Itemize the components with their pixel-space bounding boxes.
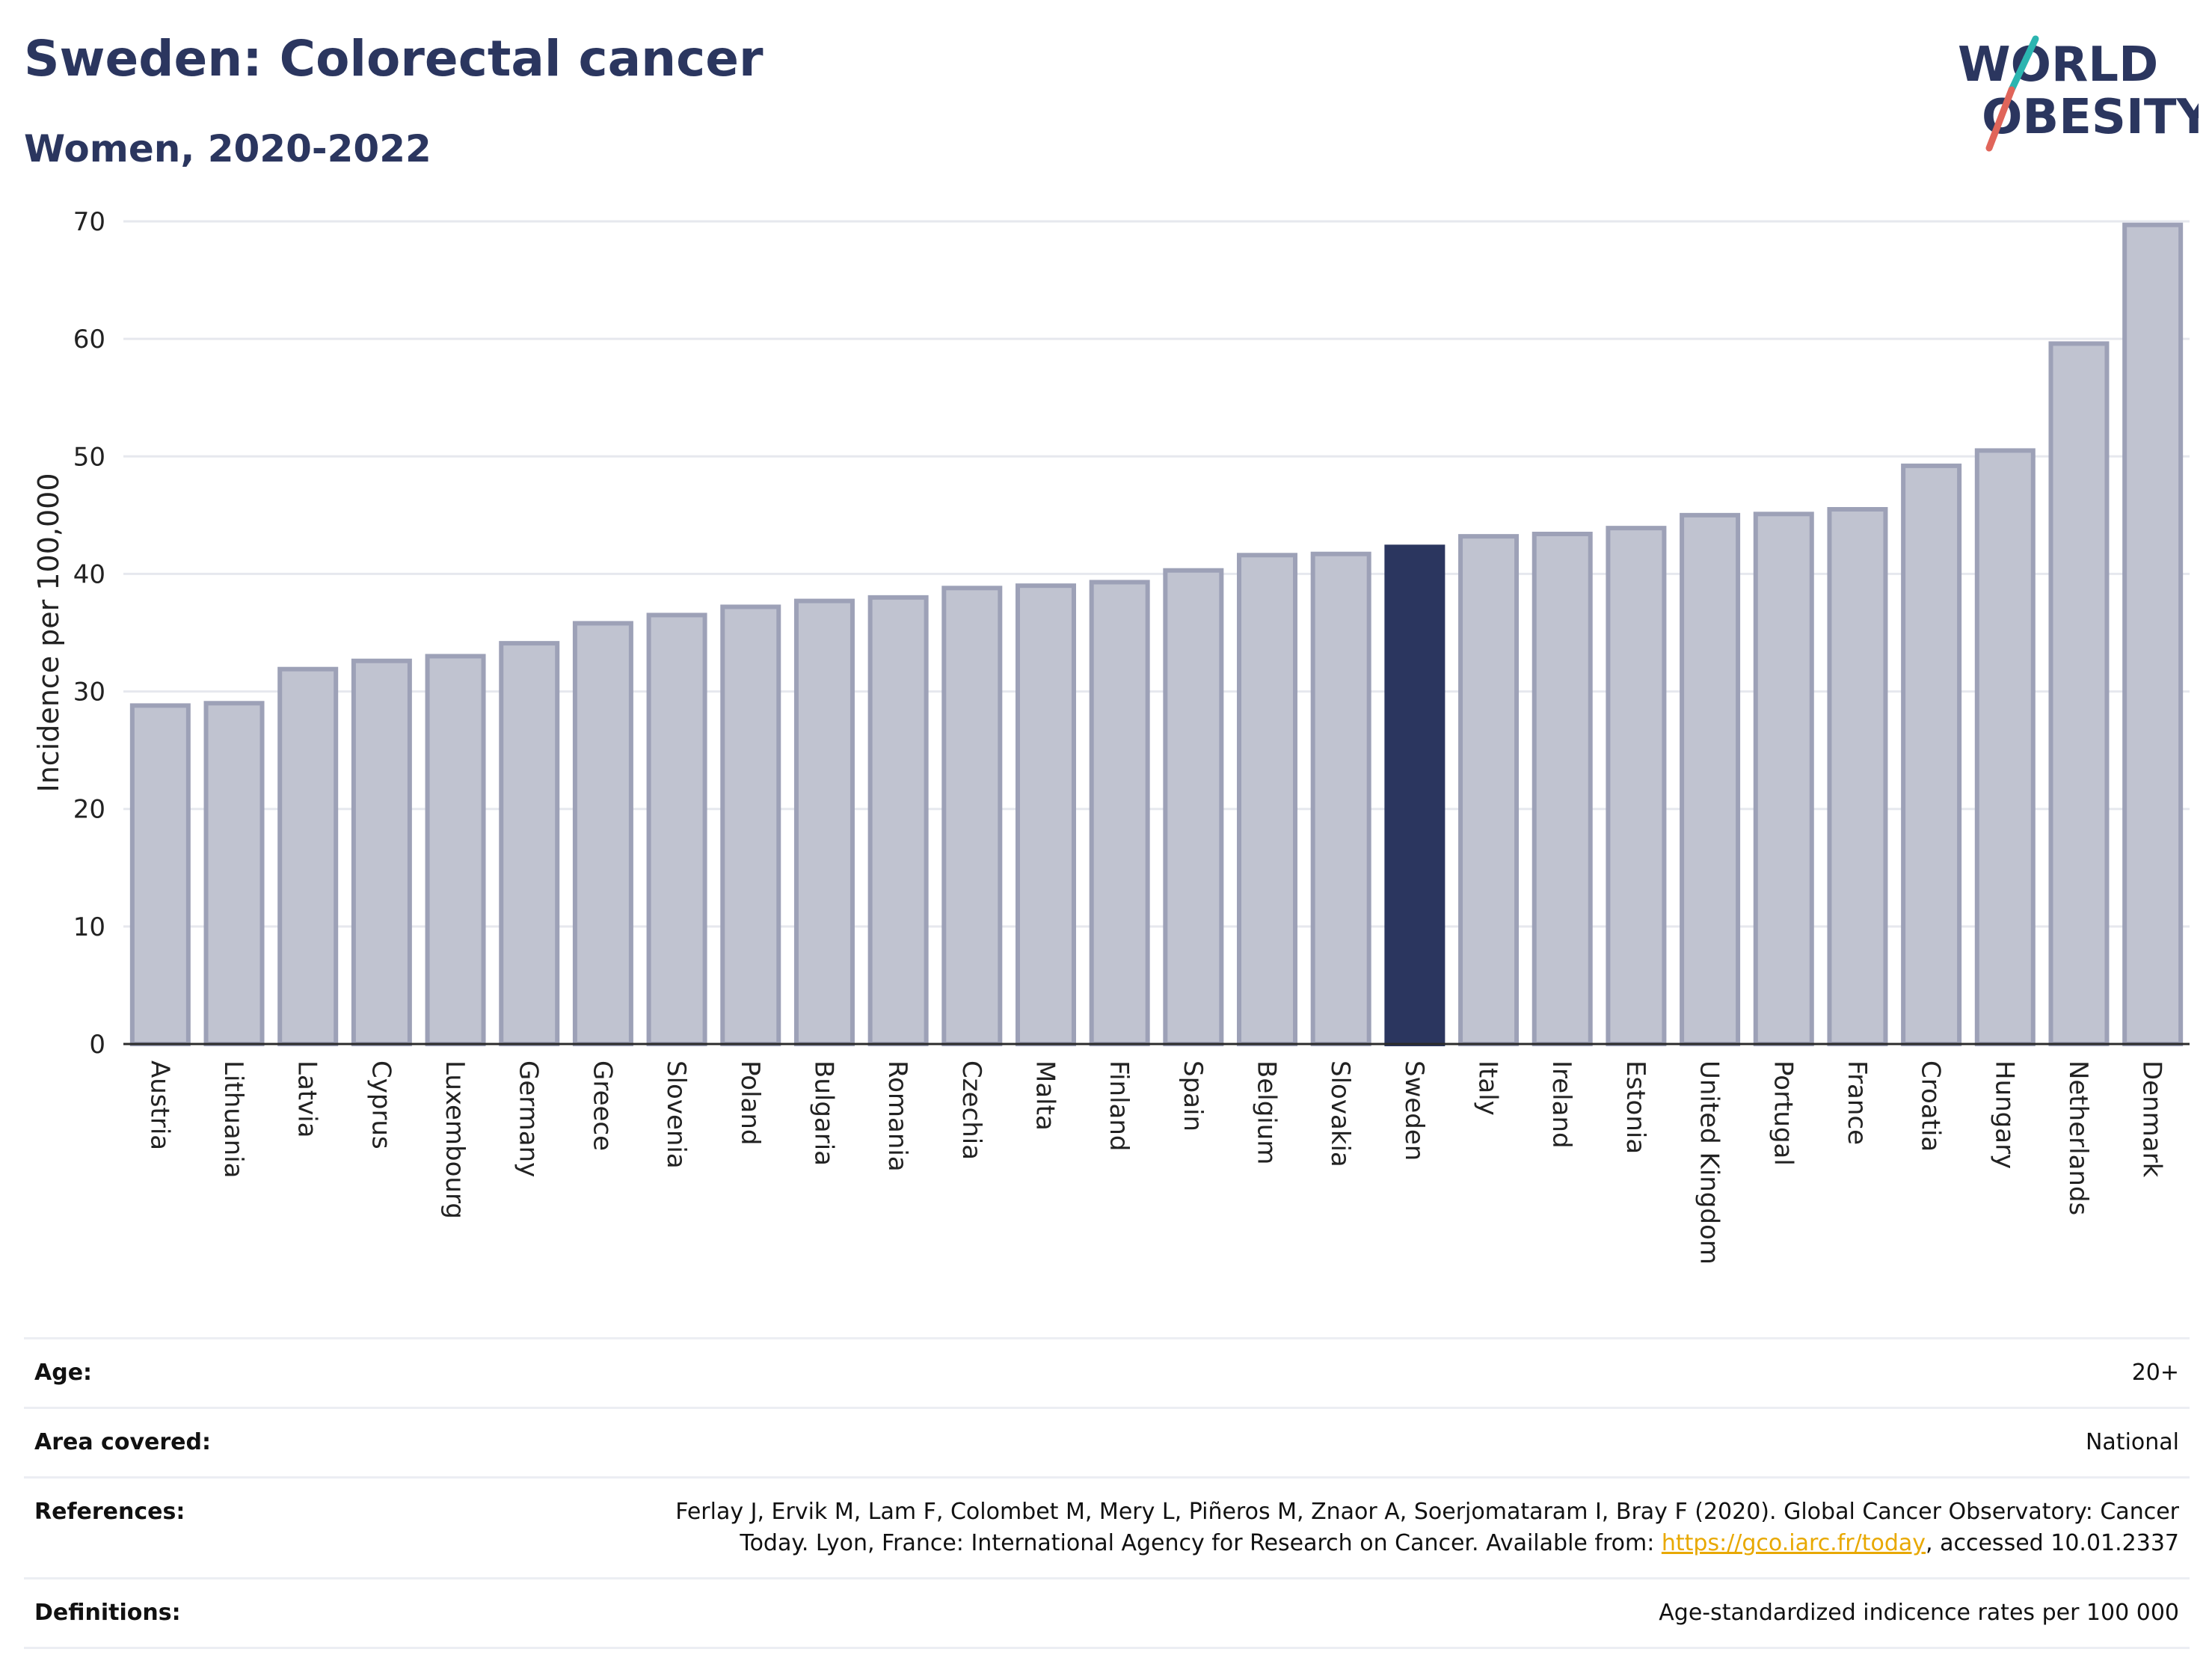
world-obesity-logo: WORLD OBESITY <box>1958 35 2199 152</box>
x-tick-label: Sweden <box>1399 1060 1429 1161</box>
x-tick-label: Romania <box>882 1060 912 1172</box>
logo-line2: OBESITY <box>1982 90 2199 145</box>
references-text: Ferlay J, Ervik M, Lam F, Colombet M, Me… <box>675 1499 2179 1556</box>
x-tick-label: Slovenia <box>661 1060 691 1169</box>
x-tick-label: Slovakia <box>1325 1060 1355 1167</box>
info-row-references: References: Ferlay J, Ervik M, Lam F, Co… <box>24 1476 2190 1577</box>
bar-spain <box>1163 568 1224 1046</box>
x-tick-label: Malta <box>1030 1060 1060 1131</box>
y-tick-label: 50 <box>73 442 105 472</box>
x-tick-label: Netherlands <box>2063 1060 2093 1215</box>
bar-malta <box>1015 583 1076 1046</box>
definitions-value: Age-standardized indicence rates per 100… <box>1659 1600 2179 1626</box>
x-tick-label: Greece <box>587 1060 617 1151</box>
bar-france <box>1827 507 1888 1046</box>
y-axis-label: Incidence per 100,000 <box>32 473 65 792</box>
references-accessed: , accessed 10.01.2337 <box>1926 1530 2179 1556</box>
age-value: 20+ <box>2131 1360 2179 1386</box>
bar-cyprus <box>351 658 412 1046</box>
bar-estonia <box>1606 526 1667 1046</box>
x-tick-label: Austria <box>144 1060 174 1150</box>
x-tick-label: Latvia <box>292 1060 322 1138</box>
x-tick-label: Lithuania <box>218 1060 248 1178</box>
bar-germany <box>499 641 560 1046</box>
x-tick-label: Hungary <box>1989 1060 2019 1169</box>
bar-slovenia <box>646 612 707 1046</box>
y-tick-label: 60 <box>73 325 105 354</box>
bar-denmark <box>2122 222 2184 1047</box>
area-value: National <box>2085 1429 2179 1455</box>
bar-belgium <box>1237 553 1298 1046</box>
bar-poland <box>720 604 781 1046</box>
bar-portugal <box>1753 512 1814 1046</box>
area-label: Area covered: <box>34 1429 211 1455</box>
x-tick-label: Estonia <box>1620 1060 1650 1154</box>
bar-sweden <box>1384 544 1446 1046</box>
bar-italy <box>1458 534 1520 1046</box>
x-tick-label: Germany <box>514 1060 544 1177</box>
bar-austria <box>129 703 191 1047</box>
y-tick-label: 0 <box>89 1030 105 1060</box>
references-value: Ferlay J, Ervik M, Lam F, Colombet M, Me… <box>609 1496 2179 1559</box>
x-tick-label: Italy <box>1473 1060 1503 1116</box>
info-row-definitions: Definitions: Age-standardized indicence … <box>24 1577 2190 1649</box>
bar-ireland <box>1531 532 1593 1046</box>
bar-czechia <box>941 586 1003 1046</box>
chart-title: Sweden: Colorectal cancer <box>24 30 764 87</box>
x-tick-label: France <box>1842 1060 1872 1145</box>
age-label: Age: <box>34 1360 93 1386</box>
x-tick-label: Belgium <box>1252 1060 1282 1164</box>
y-tick-label: 30 <box>73 678 105 707</box>
bar-bulgaria <box>793 598 855 1046</box>
logo-slash-teal-icon <box>2008 35 2039 93</box>
x-tick-label: Portugal <box>1768 1060 1798 1166</box>
x-tick-label: Poland <box>735 1060 765 1146</box>
bar-latvia <box>277 666 339 1046</box>
x-tick-label: United Kingdom <box>1695 1060 1724 1265</box>
bar-luxembourg <box>425 654 486 1046</box>
y-tick-label: 70 <box>73 207 105 237</box>
info-table: Age: 20+ Area covered: National Referenc… <box>24 1337 2190 1649</box>
bar-lithuania <box>203 701 265 1046</box>
x-tick-label: Luxembourg <box>440 1060 470 1219</box>
x-tick-label: Czechia <box>956 1060 986 1160</box>
info-row-age: Age: 20+ <box>24 1337 2190 1407</box>
bar-slovakia <box>1310 551 1371 1046</box>
x-tick-label: Denmark <box>2137 1060 2167 1178</box>
references-label: References: <box>34 1499 185 1525</box>
bar-croatia <box>1901 463 1962 1047</box>
y-tick-label: 40 <box>73 559 105 589</box>
logo-line1: WORLD <box>1958 37 2158 93</box>
x-tick-label: Bulgaria <box>808 1060 838 1166</box>
bar-romania <box>867 595 929 1046</box>
info-row-area: Area covered: National <box>24 1407 2190 1476</box>
x-tick-label: Finland <box>1104 1060 1134 1152</box>
x-tick-label: Cyprus <box>366 1060 396 1149</box>
bar-greece <box>572 621 633 1046</box>
chart-subtitle: Women, 2020-2022 <box>24 127 431 171</box>
y-tick-label: 10 <box>73 912 105 942</box>
logo-slash-coral-icon <box>1985 86 2015 152</box>
x-tick-label: Croatia <box>1916 1060 1946 1152</box>
bar-chart: 0 10 20 30 40 50 60 70 Incidence per 100,000 Aust… <box>32 207 2190 1265</box>
bar-finland <box>1089 580 1150 1046</box>
x-tick-label: Ireland <box>1546 1060 1576 1149</box>
bar-united-kingdom <box>1680 512 1741 1047</box>
x-tick-label: Spain <box>1178 1060 1208 1132</box>
bar-netherlands <box>2048 341 2110 1046</box>
y-tick-label: 20 <box>73 795 105 825</box>
definitions-label: Definitions: <box>34 1600 181 1626</box>
references-link[interactable]: https://gco.iarc.fr/today <box>1661 1530 1926 1556</box>
bar-hungary <box>1974 448 2036 1046</box>
